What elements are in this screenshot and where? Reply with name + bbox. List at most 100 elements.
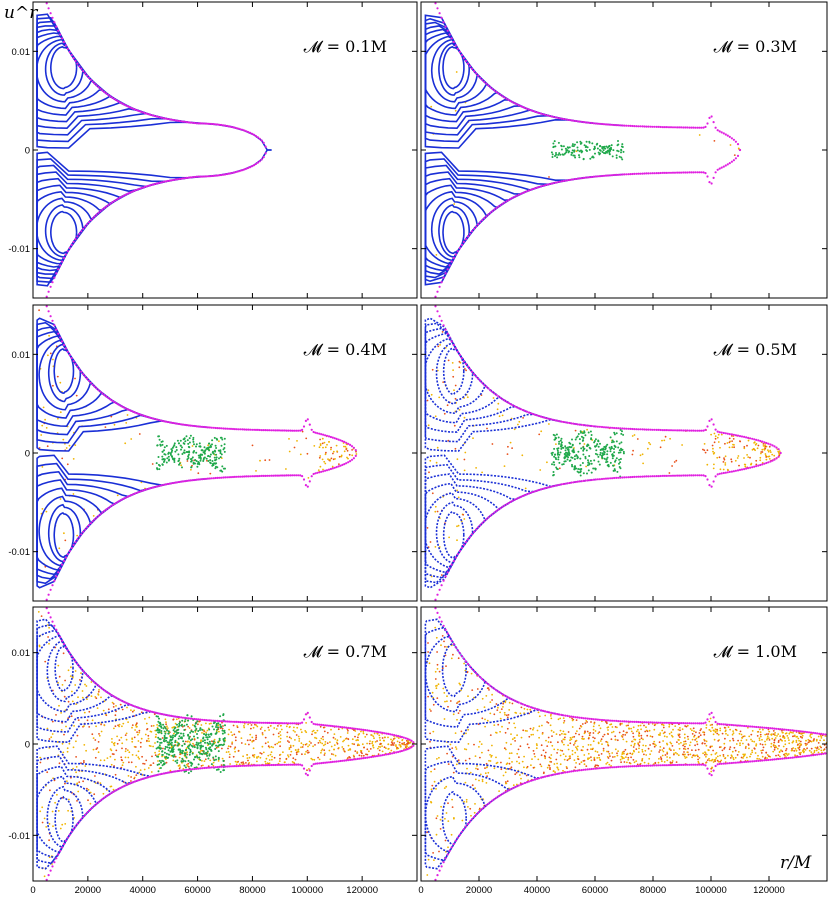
chaotic-point: [222, 728, 224, 730]
boundary-point: [67, 837, 69, 839]
chaotic-point: [361, 755, 363, 757]
boundary-point: [412, 741, 414, 743]
boundary-point: [771, 460, 773, 462]
sticky-point: [179, 750, 181, 752]
boundary-point: [170, 771, 172, 773]
boundary-point: [99, 88, 101, 90]
boundary-point: [309, 480, 311, 482]
chaotic-point: [632, 450, 634, 452]
boundary-point: [635, 428, 637, 430]
boundary-point: [407, 748, 409, 750]
chaotic-point: [41, 615, 43, 617]
boundary-point: [71, 244, 73, 246]
chaotic-point: [138, 740, 140, 742]
chaotic-point: [331, 458, 333, 460]
chaotic-point: [155, 754, 157, 756]
regular-orbit: [47, 787, 82, 847]
boundary-point: [623, 125, 625, 127]
boundary-point: [314, 472, 316, 474]
boundary-point: [682, 126, 684, 128]
boundary-point: [71, 54, 73, 56]
boundary-point: [180, 716, 182, 718]
boundary-point: [550, 115, 552, 117]
chaotic-point: [718, 441, 720, 443]
boundary-point: [656, 126, 658, 128]
boundary-point: [147, 416, 149, 418]
boundary-point: [165, 180, 167, 182]
boundary-point: [729, 136, 731, 138]
sticky-point: [594, 153, 596, 155]
sticky-point: [567, 459, 569, 461]
boundary-point: [554, 485, 556, 487]
chaotic-point: [687, 738, 689, 740]
boundary-point: [88, 221, 90, 223]
chaotic-point: [379, 737, 381, 739]
boundary-point: [501, 506, 503, 508]
boundary-point: [170, 482, 172, 484]
boundary-point: [554, 116, 556, 118]
boundary-point: [69, 51, 71, 53]
chaotic-point: [269, 762, 271, 764]
sticky-point: [186, 451, 188, 453]
boundary-point: [759, 464, 761, 466]
boundary-point: [544, 487, 546, 489]
chaotic-point: [260, 728, 262, 730]
boundary-point: [542, 113, 544, 115]
boundary-point: [621, 124, 623, 126]
boundary-point: [130, 410, 132, 412]
chaotic-point: [505, 732, 507, 734]
boundary-point: [471, 230, 473, 232]
chaotic-point: [270, 725, 272, 727]
boundary-point: [222, 766, 224, 768]
chaotic-point: [437, 668, 439, 670]
chaotic-point: [324, 743, 326, 745]
sticky-point: [620, 451, 622, 453]
sticky-point: [159, 744, 161, 746]
boundary-point: [226, 428, 228, 430]
chaotic-point: [176, 718, 178, 720]
boundary-point: [334, 725, 336, 727]
chaotic-point: [737, 457, 739, 459]
boundary-point: [528, 492, 530, 494]
boundary-point: [178, 178, 180, 180]
chaotic-point: [751, 751, 753, 753]
regular-orbit: [37, 619, 180, 742]
boundary-point: [467, 366, 469, 368]
sticky-point: [168, 754, 170, 756]
boundary-point: [328, 725, 330, 727]
boundary-point: [119, 500, 121, 502]
chaotic-point: [73, 493, 75, 495]
y-tick-label: 0.01: [12, 350, 31, 361]
chaotic-point: [179, 766, 181, 768]
boundary-point: [245, 475, 247, 477]
boundary-point: [530, 189, 532, 191]
sticky-point: [557, 450, 559, 452]
boundary-point: [69, 247, 71, 249]
boundary-point: [353, 457, 355, 459]
chaotic-point: [444, 413, 446, 415]
chaotic-point: [665, 754, 667, 756]
boundary-point: [130, 782, 132, 784]
boundary-point: [98, 685, 100, 687]
chaotic-point: [620, 761, 622, 763]
boundary-point: [176, 481, 178, 483]
boundary-point: [376, 755, 378, 757]
boundary-point: [483, 217, 485, 219]
sticky-point: [606, 453, 608, 455]
boundary-point: [463, 360, 465, 362]
boundary-point: [668, 475, 670, 477]
boundary-point: [194, 122, 196, 124]
boundary-point: [232, 721, 234, 723]
boundary-point: [155, 774, 157, 776]
boundary-point: [467, 235, 469, 237]
boundary-point: [493, 89, 495, 91]
boundary-point: [249, 166, 251, 168]
boundary-point: [603, 426, 605, 428]
boundary-point: [631, 125, 633, 127]
boundary-point: [272, 764, 274, 766]
boundary-point: [443, 324, 445, 326]
chaotic-point: [74, 378, 76, 380]
boundary-point: [167, 714, 169, 716]
chaotic-point: [594, 759, 596, 761]
boundary-point: [199, 426, 201, 428]
